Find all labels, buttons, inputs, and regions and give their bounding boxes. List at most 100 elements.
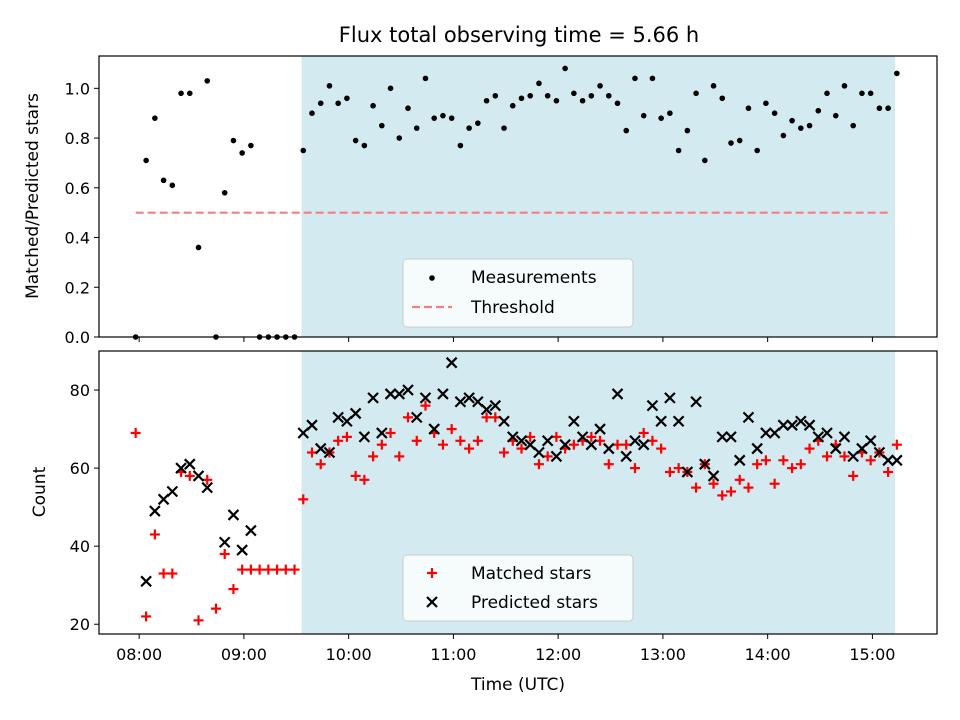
measurement-point xyxy=(143,157,149,164)
predicted-star-point xyxy=(891,454,903,467)
matched-star-point xyxy=(481,412,492,423)
predicted-star-point xyxy=(751,442,763,455)
ratio-y-axis-label: Matched/Predicted stars xyxy=(23,93,43,299)
matched-star-point xyxy=(787,463,798,474)
matched-star-point xyxy=(472,435,483,446)
matched-star-point xyxy=(568,439,579,450)
matched-star-point xyxy=(350,470,361,481)
predicted-star-point xyxy=(393,388,406,400)
predicted-star-point xyxy=(829,442,842,455)
measurement-point xyxy=(867,90,874,97)
measurement-point xyxy=(509,102,516,109)
matched-star-point xyxy=(891,439,902,450)
matched-star-point xyxy=(638,427,649,438)
measurement-point xyxy=(492,92,499,99)
predicted-star-point xyxy=(786,419,798,431)
predicted-star-point xyxy=(821,427,833,439)
measurement-point xyxy=(518,95,525,102)
predicted-star-point xyxy=(245,524,257,537)
predicted-star-point xyxy=(733,454,746,467)
measurement-point xyxy=(623,127,630,134)
matched-star-point xyxy=(717,490,728,501)
matched-star-point xyxy=(769,478,780,489)
predicted-star-point xyxy=(664,392,676,404)
predicted-star-point xyxy=(611,388,624,400)
measurement-point xyxy=(745,105,752,112)
x-tick-label: 13:00 xyxy=(640,645,686,664)
measurement-point xyxy=(544,92,551,99)
x-tick-label: 14:00 xyxy=(745,645,791,664)
legend-marker-measurements xyxy=(429,275,435,281)
legend-label-matched: Matched stars xyxy=(471,564,591,584)
ratio-panel: 0.0 0.2 0.4 0.6 0.8 1.0 Matched/Predicted sta… xyxy=(23,55,938,347)
y-tick-label: 20 xyxy=(70,615,90,634)
measurement-point xyxy=(754,147,760,154)
matched-star-point xyxy=(403,412,414,423)
count-marks xyxy=(130,356,903,626)
measurement-point xyxy=(317,100,324,107)
measurement-point xyxy=(658,115,664,121)
matched-star-point xyxy=(210,603,221,614)
matched-star-point xyxy=(734,474,745,485)
predicted-star-point xyxy=(384,388,397,400)
measurement-point xyxy=(894,70,900,77)
matched-star-point xyxy=(778,455,789,466)
y-tick-label: 0.0 xyxy=(65,328,90,347)
matched-star-point xyxy=(289,564,300,575)
measurement-point xyxy=(239,150,245,156)
measurement-point xyxy=(649,75,656,82)
legend-label-measurements: Measurements xyxy=(471,268,597,288)
measurement-point xyxy=(736,137,743,144)
ratio-plot-frame xyxy=(98,55,938,338)
matched-star-point xyxy=(411,435,422,446)
matched-star-point xyxy=(743,482,754,493)
predicted-star-point xyxy=(864,435,877,447)
predicted-star-point xyxy=(192,470,205,482)
matched-star-point xyxy=(437,439,448,450)
matched-star-point xyxy=(760,455,771,466)
measurement-point xyxy=(841,83,848,89)
measurement-point xyxy=(527,92,534,99)
measurement-point xyxy=(579,97,586,104)
predicted-star-point xyxy=(445,356,458,369)
legend-label-threshold: Threshold xyxy=(470,298,555,318)
measurement-point xyxy=(702,157,708,164)
predicted-star-point xyxy=(672,415,685,428)
matched-star-point xyxy=(219,548,230,559)
measurement-point xyxy=(832,112,839,119)
y-tick-label: 80 xyxy=(70,381,90,400)
predicted-star-point xyxy=(777,419,790,431)
predicted-star-point xyxy=(236,544,248,556)
ratio-legend-box xyxy=(402,258,634,328)
predicted-star-point xyxy=(568,415,580,428)
y-tick-label: 1.0 xyxy=(65,79,90,98)
measurement-point xyxy=(160,177,167,184)
ratio-marks xyxy=(132,65,900,340)
measurement-point xyxy=(309,110,315,116)
measurement-point xyxy=(806,122,813,129)
ratio-legend: Measurements Threshold xyxy=(402,258,634,328)
matched-star-point xyxy=(141,611,152,622)
measurement-point xyxy=(178,90,184,97)
predicted-star-point xyxy=(349,407,362,420)
predicted-star-point xyxy=(149,505,161,517)
measurement-point xyxy=(186,90,193,97)
predicted-star-point xyxy=(690,395,702,408)
matched-star-point xyxy=(839,451,850,462)
measurement-point xyxy=(876,105,883,112)
predicted-star-point xyxy=(515,435,528,447)
y-tick-label: 60 xyxy=(70,459,90,478)
predicted-star-point xyxy=(629,435,641,447)
legend-label-predicted: Predicted stars xyxy=(471,593,598,613)
measurement-point xyxy=(859,90,865,97)
measurement-point xyxy=(204,78,211,84)
matched-star-point xyxy=(883,467,894,478)
x-tick-label: 11:00 xyxy=(430,645,476,664)
measurement-point xyxy=(728,140,734,146)
matched-star-point xyxy=(385,427,396,438)
predicted-star-point xyxy=(376,427,388,439)
count-panel: 08:00 09:00 10:00 11:00 12:00 13:00 14:00 15:00… xyxy=(30,350,938,695)
measurement-point xyxy=(431,115,438,121)
measurement-point xyxy=(195,244,202,251)
matched-star-point xyxy=(359,474,370,485)
